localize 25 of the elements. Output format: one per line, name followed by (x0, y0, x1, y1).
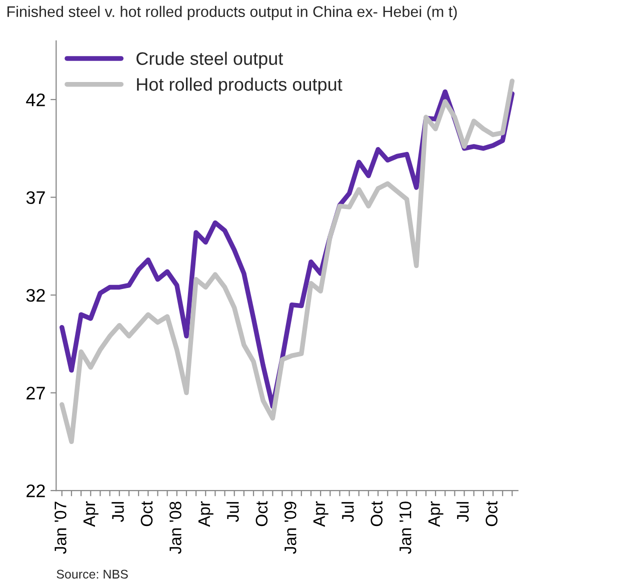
x-tick-label: Oct (370, 501, 383, 526)
x-tick-label: Jan '07 (54, 502, 66, 554)
x-tick-label: Apr (83, 501, 98, 527)
x-tick-label: Jul (456, 502, 469, 522)
y-tick-label: 37 (26, 191, 45, 204)
x-tick-label: Oct (256, 501, 268, 526)
y-tick-label: 22 (26, 484, 45, 498)
x-tick-label: Apr (313, 501, 328, 527)
legend-label: Hot rolled products output (137, 78, 342, 94)
x-tick-label: Oct (486, 501, 498, 526)
x-tick-label: Jan '09 (284, 502, 296, 554)
x-tick-label: Jan '10 (399, 502, 412, 554)
x-tick-label: Apr (198, 501, 214, 527)
x-tick-label: Jul (226, 502, 239, 522)
x-tick-label: Jul (342, 502, 354, 522)
x-tick-label: Apr (428, 501, 444, 527)
y-tick-label: 32 (26, 288, 45, 302)
y-tick-label: 27 (26, 386, 45, 400)
x-tick-label: Jan '08 (170, 502, 182, 554)
chart-title: Finished steel v. hot rolled products output in China ex- Hebei (m t) (7, 6, 457, 20)
source-note: Source: NBS (56, 570, 128, 579)
legend-label: Crude steel output (136, 52, 284, 69)
x-tick-label: Oct (140, 501, 153, 526)
y-tick-label: 42 (26, 93, 45, 106)
x-tick-label: Jul (112, 502, 124, 522)
